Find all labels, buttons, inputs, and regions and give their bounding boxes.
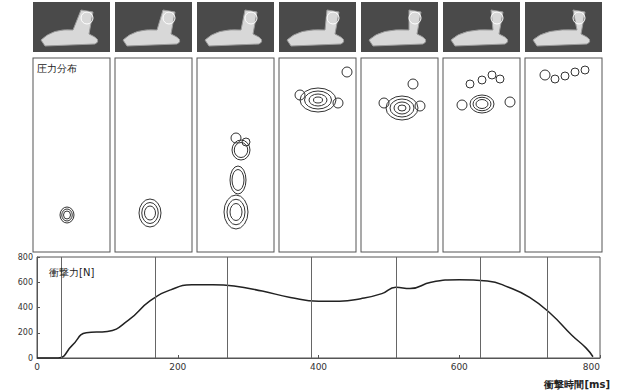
svg-text:600: 600	[18, 278, 33, 287]
svg-text:800: 800	[18, 253, 33, 262]
svg-text:0: 0	[28, 354, 33, 363]
svg-text:圧力分布: 圧力分布	[37, 63, 77, 74]
svg-text:400: 400	[310, 362, 327, 372]
svg-text:衝撃時間[ms]: 衝撃時間[ms]	[543, 379, 610, 390]
svg-text:600: 600	[451, 362, 468, 372]
svg-text:200: 200	[18, 328, 33, 337]
svg-text:衝撃力[N]: 衝撃力[N]	[49, 267, 94, 278]
svg-text:0: 0	[34, 362, 40, 372]
svg-text:400: 400	[18, 303, 33, 312]
svg-text:800: 800	[583, 362, 600, 372]
svg-text:200: 200	[169, 362, 186, 372]
